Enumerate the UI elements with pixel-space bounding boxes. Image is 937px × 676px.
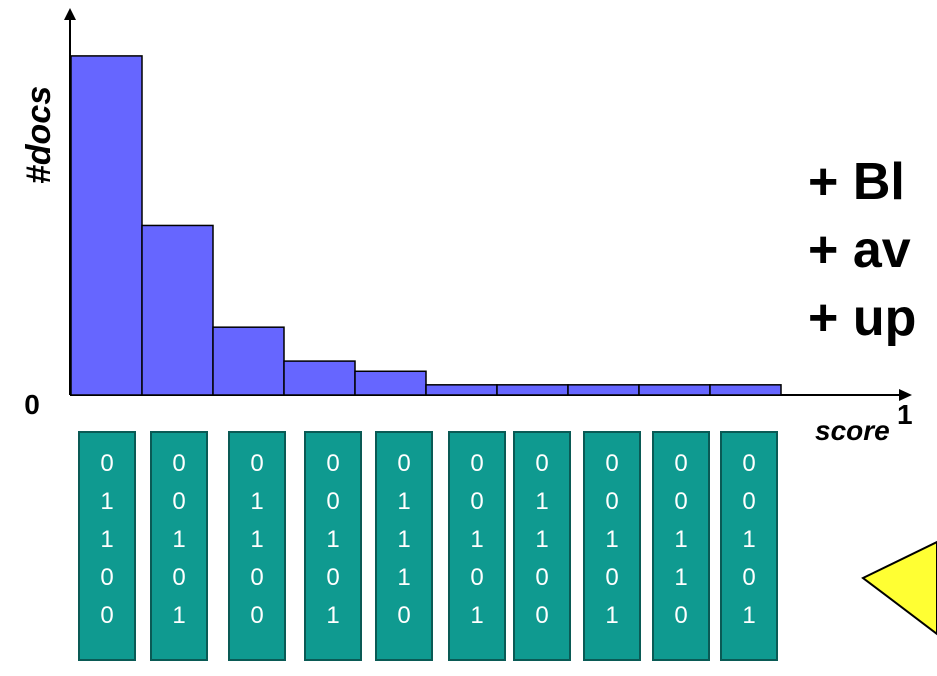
bit-value: 0 [742, 564, 756, 591]
bit-value: 0 [535, 450, 549, 477]
bit-vector-card: 0 0 1 0 1 [304, 431, 362, 661]
bit-vector-card: 0 1 1 0 0 [513, 431, 571, 661]
histogram-bar [709, 384, 782, 396]
bit-value: 0 [172, 450, 186, 477]
bit-value: 1 [605, 602, 619, 629]
bit-value: 1 [535, 488, 549, 515]
bit-value: 0 [674, 450, 688, 477]
bit-value: 1 [470, 526, 484, 553]
bit-value: 0 [172, 488, 186, 515]
histogram-bar [212, 326, 285, 396]
bit-value: 1 [250, 488, 264, 515]
bit-vector-card: 0 1 1 0 0 [78, 431, 136, 661]
y-axis-label: #docs [20, 86, 58, 184]
bit-vector-card: 0 0 1 0 1 [720, 431, 778, 661]
bit-value: 0 [172, 564, 186, 591]
bit-value: 0 [742, 450, 756, 477]
bit-value: 0 [605, 450, 619, 477]
bullet-line-3: + up [808, 289, 917, 347]
bit-value: 1 [535, 526, 549, 553]
bit-value: 1 [397, 564, 411, 591]
bit-value: 1 [172, 602, 186, 629]
bit-value: 0 [250, 564, 264, 591]
bit-value: 0 [742, 488, 756, 515]
bit-value: 1 [470, 602, 484, 629]
bit-value: 0 [250, 450, 264, 477]
callout-shape [861, 540, 937, 636]
bit-vector-card: 0 1 1 1 0 [375, 431, 433, 661]
bit-value: 0 [326, 488, 340, 515]
x-axis-label: score [815, 415, 890, 446]
bit-value: 0 [326, 564, 340, 591]
bit-value: 1 [172, 526, 186, 553]
x-axis-arrowhead [899, 389, 912, 401]
bit-value: 1 [397, 526, 411, 553]
bit-value: 1 [674, 526, 688, 553]
bit-value: 1 [742, 602, 756, 629]
bit-value: 0 [397, 450, 411, 477]
bit-vector-card: 0 0 1 0 1 [150, 431, 208, 661]
x-end-label: 1 [897, 399, 913, 430]
bit-vector-card: 0 1 1 0 0 [228, 431, 286, 661]
y-axis-arrowhead [64, 8, 76, 20]
bit-value: 0 [674, 602, 688, 629]
bit-value: 0 [100, 450, 114, 477]
bit-value: 1 [326, 526, 340, 553]
bit-value: 0 [535, 564, 549, 591]
bit-value: 0 [674, 488, 688, 515]
y-origin-label: 0 [24, 389, 40, 420]
bit-value: 1 [674, 564, 688, 591]
bit-value: 1 [250, 526, 264, 553]
bit-value: 0 [470, 488, 484, 515]
histogram-bar [70, 55, 143, 396]
bit-value: 0 [470, 450, 484, 477]
bit-value: 0 [250, 602, 264, 629]
bit-value: 0 [326, 450, 340, 477]
bit-value: 0 [605, 488, 619, 515]
histogram-bar [425, 384, 498, 396]
histogram-bar [141, 224, 214, 396]
bullet-line-1: + Bl [808, 153, 905, 211]
bullet-line-2: + av [808, 221, 911, 279]
bit-vector-card: 0 0 1 1 0 [652, 431, 710, 661]
bit-value: 0 [605, 564, 619, 591]
bit-value: 0 [397, 602, 411, 629]
bit-value: 1 [605, 526, 619, 553]
bit-value: 0 [100, 564, 114, 591]
histogram-bar [496, 384, 569, 396]
bit-vector-card: 0 0 1 0 1 [448, 431, 506, 661]
bit-value: 0 [100, 602, 114, 629]
bit-value: 1 [397, 488, 411, 515]
histogram-bar [638, 384, 711, 396]
bit-value: 0 [535, 602, 549, 629]
histogram-bar [283, 360, 356, 396]
bit-vector-card: 0 0 1 0 1 [583, 431, 641, 661]
histogram-bars [70, 55, 782, 396]
histogram-bar [567, 384, 640, 396]
bit-value: 1 [100, 488, 114, 515]
bit-value: 1 [742, 526, 756, 553]
histogram-bar [354, 370, 427, 396]
bit-value: 1 [100, 526, 114, 553]
bit-value: 1 [326, 602, 340, 629]
bit-value: 0 [470, 564, 484, 591]
